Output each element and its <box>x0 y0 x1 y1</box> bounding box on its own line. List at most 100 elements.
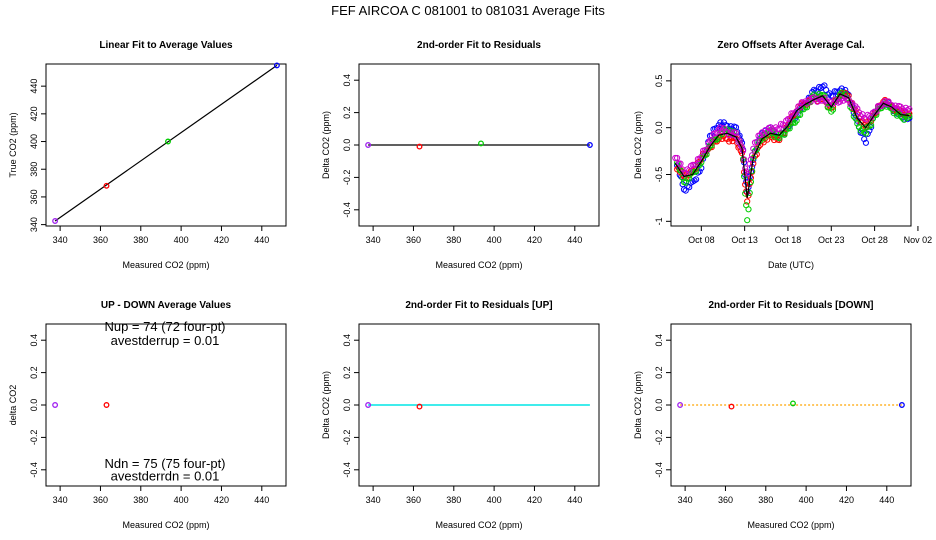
x-tick-label: 440 <box>567 235 582 245</box>
data-point <box>854 120 861 127</box>
panel-title: Linear Fit to Average Values <box>99 40 233 51</box>
data-point <box>693 176 700 183</box>
data-point <box>866 127 873 134</box>
x-tick-label: Oct 13 <box>731 235 758 245</box>
data-point <box>885 98 892 105</box>
y-tick-label: 0.2 <box>29 366 39 379</box>
panel-p1: Linear Fit to Average Values 340 360 380 400… <box>8 40 287 270</box>
x-tick-label: 440 <box>254 495 269 505</box>
data-point <box>691 161 698 168</box>
data-point <box>672 154 679 162</box>
data-point <box>365 402 372 408</box>
data-point <box>674 154 681 162</box>
x-axis-label: Measured CO2 (ppm) <box>747 520 834 530</box>
data-point <box>478 140 484 147</box>
data-point <box>906 105 913 113</box>
y-axis-label: Delta CO2 (ppm) <box>321 111 331 179</box>
data-point <box>745 206 752 213</box>
x-tick-label: Nov 02 <box>904 235 933 245</box>
data-point <box>901 116 908 123</box>
y-tick-label: 340 <box>29 217 39 232</box>
panel-title: 2nd-order Fit to Residuals [DOWN] <box>709 300 874 311</box>
annotation: avestderrup = 0.01 <box>111 333 220 348</box>
data-point <box>772 124 779 131</box>
data-point <box>828 108 835 115</box>
y-tick-label: 0.4 <box>342 74 352 87</box>
x-tick-label: 420 <box>214 495 229 505</box>
x-tick-label: 440 <box>254 235 269 245</box>
x-tick-label: 360 <box>406 235 421 245</box>
y-tick-label: 380 <box>29 162 39 177</box>
data-point <box>742 165 749 172</box>
y-axis-label: True CO2 (ppm) <box>8 112 18 177</box>
y-tick-label: 0.2 <box>342 366 352 379</box>
data-point <box>726 138 733 145</box>
data-point <box>717 124 724 131</box>
data-point <box>689 161 696 168</box>
y-tick-label: 0.0 <box>29 399 39 412</box>
y-axis-label: Delta CO2 (ppm) <box>633 371 643 439</box>
data-point <box>52 402 59 408</box>
panel-title: 2nd-order Fit to Residuals <box>417 40 541 51</box>
panel-p6: 2nd-order Fit to Residuals [DOWN] 340 360 3… <box>633 300 912 530</box>
y-axis-label: delta CO2 <box>8 385 18 426</box>
y-tick-label: 0.0 <box>654 399 664 412</box>
data-point <box>764 128 771 135</box>
x-tick-label: 400 <box>799 495 814 505</box>
data-point <box>783 117 790 124</box>
data-point <box>807 98 814 105</box>
panel-title: UP - DOWN Average Values <box>101 300 232 311</box>
x-tick-label: Oct 28 <box>861 235 888 245</box>
data-point <box>416 403 423 410</box>
y-tick-label: -1 <box>654 217 664 225</box>
y-tick-label: 0.4 <box>342 334 352 347</box>
data-point <box>838 85 845 92</box>
data-point <box>861 129 868 136</box>
y-tick-label: 0.2 <box>654 366 664 379</box>
y-tick-label: 0.2 <box>342 106 352 119</box>
data-point <box>862 123 870 131</box>
x-tick-label: 340 <box>366 495 381 505</box>
x-tick-label: Oct 23 <box>818 235 845 245</box>
x-tick-label: 360 <box>406 495 421 505</box>
y-tick-label: -0.2 <box>342 430 352 446</box>
y-tick-label: -0.4 <box>342 202 352 218</box>
mean-line <box>674 93 910 198</box>
y-tick-label: -0.4 <box>29 462 39 478</box>
data-point <box>862 139 870 146</box>
y-tick-label: 440 <box>29 79 39 94</box>
data-point <box>793 117 800 124</box>
x-tick-label: 380 <box>446 235 461 245</box>
data-point <box>710 138 717 145</box>
x-tick-label: 440 <box>567 495 582 505</box>
x-tick-label: 380 <box>758 495 773 505</box>
data-point <box>786 125 793 132</box>
x-tick-label: 440 <box>879 495 894 505</box>
x-tick-label: 400 <box>487 495 502 505</box>
data-point <box>868 122 875 129</box>
data-point <box>586 142 593 148</box>
annotation: Ndn = 75 (75 four-pt) <box>104 456 225 471</box>
data-point <box>750 145 757 152</box>
x-tick-label: Oct 08 <box>688 235 715 245</box>
data-point <box>753 146 760 153</box>
data-point <box>273 62 280 69</box>
x-tick-label: 380 <box>446 495 461 505</box>
data-point <box>103 182 110 189</box>
data-point <box>842 91 849 98</box>
data-point <box>706 142 714 149</box>
x-tick-label: 420 <box>214 235 229 245</box>
y-tick-label: 0.5 <box>654 75 664 88</box>
panel-p2: 2nd-order Fit to Residuals 340 360 380 400 42… <box>321 40 600 270</box>
x-tick-label: Oct 18 <box>775 235 802 245</box>
x-tick-label: 380 <box>133 495 148 505</box>
x-tick-label: 400 <box>487 235 502 245</box>
panel-p5: 2nd-order Fit to Residuals [UP] 340 360 380… <box>321 300 600 530</box>
x-axis-label: Measured CO2 (ppm) <box>122 520 209 530</box>
data-point <box>829 106 837 113</box>
data-point <box>416 143 423 150</box>
data-point <box>747 178 755 186</box>
x-tick-label: 340 <box>53 235 68 245</box>
y-tick-label: 0.0 <box>342 399 352 412</box>
